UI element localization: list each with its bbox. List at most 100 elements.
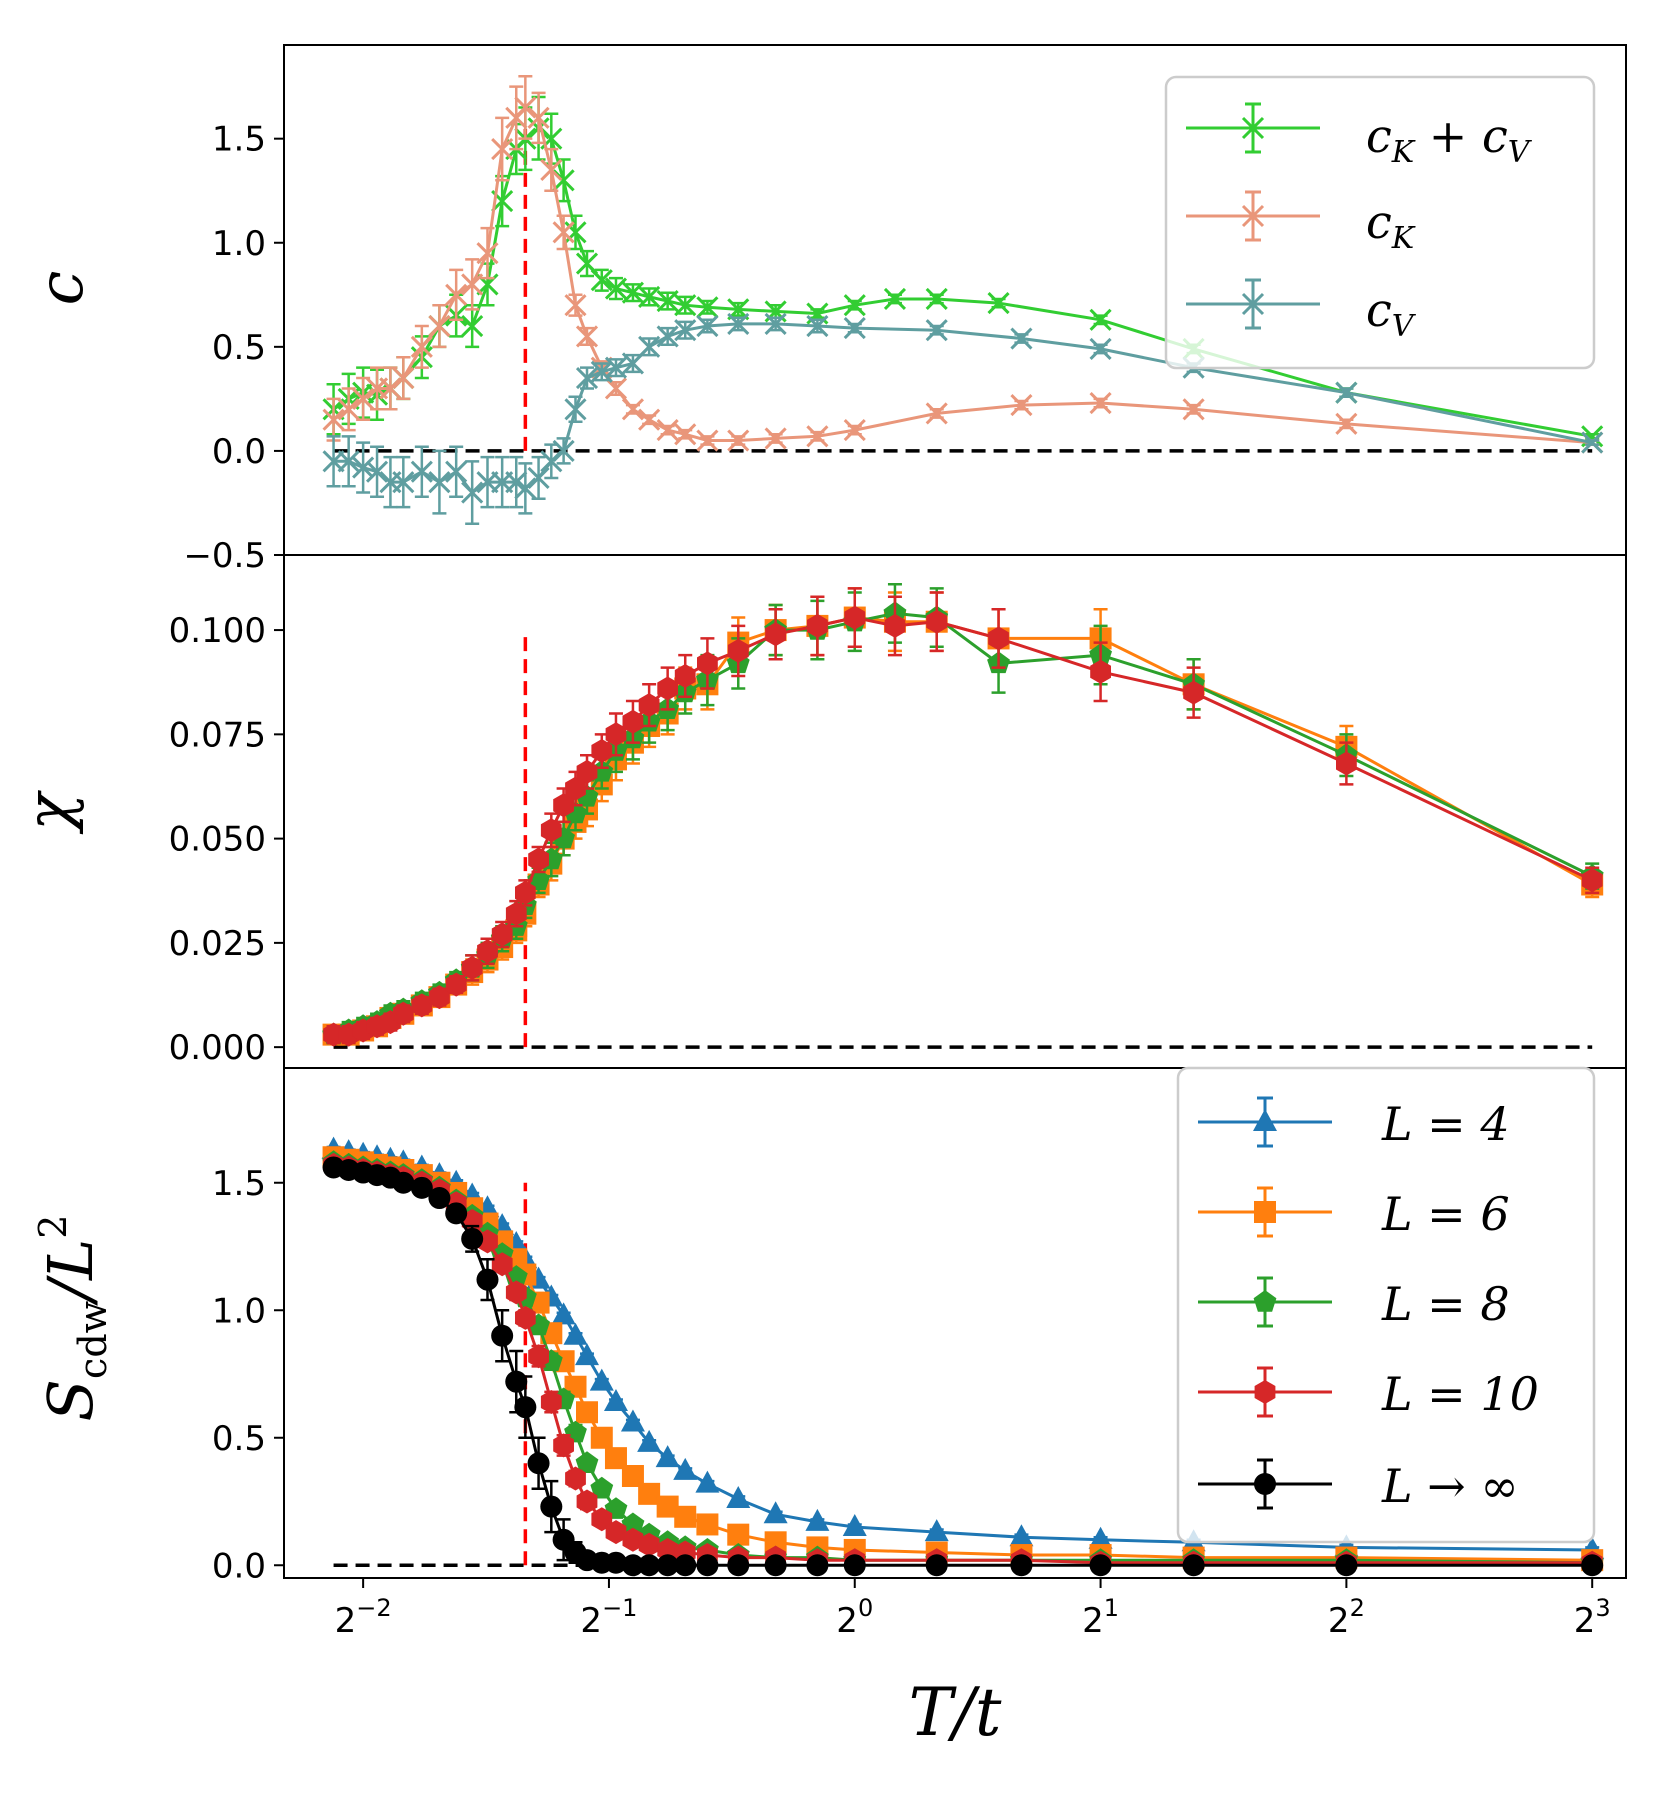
legend-sample-ck: [1186, 190, 1320, 242]
series-L4-point: [673, 1457, 698, 1480]
series-L6-point: [604, 1447, 627, 1470]
series-L6-point: [638, 1482, 661, 1505]
y-tick-label: 0.050: [169, 820, 266, 860]
series-cV-point: [674, 319, 697, 342]
series-cK-point: [379, 377, 402, 400]
legend-marker: [1241, 292, 1265, 316]
series-L8-point: [564, 1420, 587, 1443]
series-L10-point: [528, 847, 549, 872]
series-cV-point: [696, 314, 719, 338]
structure-factor-frame: [283, 1067, 1627, 1579]
series-cK-point: [552, 221, 575, 244]
series-L10-point: [576, 1489, 598, 1514]
series-L4-point: [637, 1429, 662, 1452]
series-L4-point: [1009, 1524, 1034, 1547]
series-L10-point: [674, 664, 696, 688]
series-cK+cV-point: [674, 294, 697, 317]
series-cV-point: [410, 460, 433, 483]
series-cK-point: [604, 377, 628, 400]
series-cV-point: [604, 356, 628, 379]
series-L10-point: [445, 972, 467, 997]
series-cK+cV-point: [621, 281, 645, 304]
series-L10: [323, 587, 1603, 1047]
series-L10-point: [844, 605, 866, 630]
series-L4-point: [551, 1302, 576, 1325]
series-Linf-point: [476, 1268, 499, 1291]
series-L10-point: [1336, 751, 1357, 776]
legend-label-ck-cv: cK + cV: [1366, 109, 1533, 170]
series-L10-point: [622, 709, 644, 734]
series-L4-point: [842, 1514, 867, 1536]
specific-heat-y-ticks: −0.5 0.0 0.5 1.0 1.5: [183, 120, 284, 576]
legend-label-l8: L = 8: [1381, 1277, 1510, 1331]
series-Linf-point: [806, 1554, 829, 1577]
series-cV-point: [727, 312, 750, 335]
series-cV-point: [352, 456, 375, 479]
legend-marker: [1254, 1380, 1276, 1404]
susceptibility-y-ticks: 0.000 0.025 0.050 0.075 0.100: [169, 611, 284, 1068]
series-cK+cV-point: [461, 314, 484, 338]
series-L6-point: [590, 1426, 613, 1449]
y-tick-label: 0.100: [169, 611, 266, 651]
series-cK-point: [575, 325, 599, 348]
series-L4-point: [655, 1445, 680, 1468]
series-L4-point: [603, 1389, 628, 1412]
series-L10-point: [411, 993, 433, 1018]
series-cK: [322, 74, 1604, 454]
series-Linf-point: [461, 1227, 484, 1250]
y-tick-label: 1.0: [212, 224, 266, 264]
series-cV-point: [428, 471, 451, 494]
x-tick-label: 23: [1574, 1594, 1611, 1641]
series-L10-point: [553, 793, 574, 818]
structure-factor-legend: L = 4 L = 6 L = 8 L = 10 L → ∞: [1176, 1066, 1596, 1544]
series-cK-point: [392, 367, 415, 390]
structure-factor-y-ticks: 0.0 0.5 1.0 1.5: [212, 1164, 284, 1586]
series-Linf-point: [392, 1171, 415, 1194]
series-cK+cV-point: [604, 277, 628, 300]
series-Linf-point: [540, 1495, 563, 1518]
series-cV-point: [1581, 431, 1604, 454]
y-tick-label: 1.0: [212, 1291, 266, 1331]
series-Linf-point: [696, 1554, 719, 1577]
series-cK+cV-point: [987, 292, 1010, 315]
series-L4-point: [575, 1343, 600, 1366]
series-cK-point: [696, 429, 719, 452]
series-cV-point: [337, 450, 360, 473]
series-L10-point: [505, 1280, 527, 1305]
series-cK-point: [461, 273, 484, 296]
legend-label-ck: cK: [1366, 195, 1416, 256]
series-L10-point: [1090, 659, 1111, 684]
series-L10-point: [565, 1466, 586, 1491]
legend-label-l10: L = 10: [1381, 1367, 1539, 1421]
series-L10-point: [622, 1527, 644, 1552]
susceptibility-plot-area: [283, 554, 1627, 1069]
series-cV-point: [564, 398, 587, 421]
series-cK-point: [540, 158, 563, 181]
series-cK-point: [1335, 412, 1358, 435]
series-Linf-point: [1010, 1554, 1033, 1577]
series-Linf-point: [527, 1452, 550, 1475]
series-L10-point: [553, 1433, 574, 1458]
series-Linf-point: [727, 1554, 750, 1577]
legend-sample-ck-cv: [1186, 102, 1320, 154]
series-cK+cV-point: [1089, 308, 1112, 331]
series-L4-point: [1088, 1526, 1113, 1549]
series-Linf-point: [843, 1554, 866, 1577]
series-Linf-point: [428, 1187, 451, 1210]
series-L4-point: [924, 1519, 949, 1542]
series-cK-point: [674, 423, 697, 446]
series-cK+cV-point: [656, 289, 679, 313]
y-tick-label: 1.5: [212, 1164, 266, 1204]
series-Linf-point: [445, 1202, 468, 1225]
series-cK+cV-point: [843, 294, 866, 317]
series-L10-point: [461, 955, 483, 980]
legend-label-linf: L → ∞: [1381, 1459, 1519, 1513]
y-tick-label: 0.5: [212, 1419, 266, 1459]
x-tick-label: 2−2: [335, 1594, 392, 1641]
legend-sample-cv: [1186, 278, 1320, 330]
series-cK-point: [1182, 398, 1205, 421]
legend-label-l4: L = 4: [1381, 1097, 1510, 1151]
series-cV-point: [527, 466, 550, 490]
series-L4-point: [695, 1470, 720, 1493]
series-Linf-point: [674, 1554, 697, 1577]
